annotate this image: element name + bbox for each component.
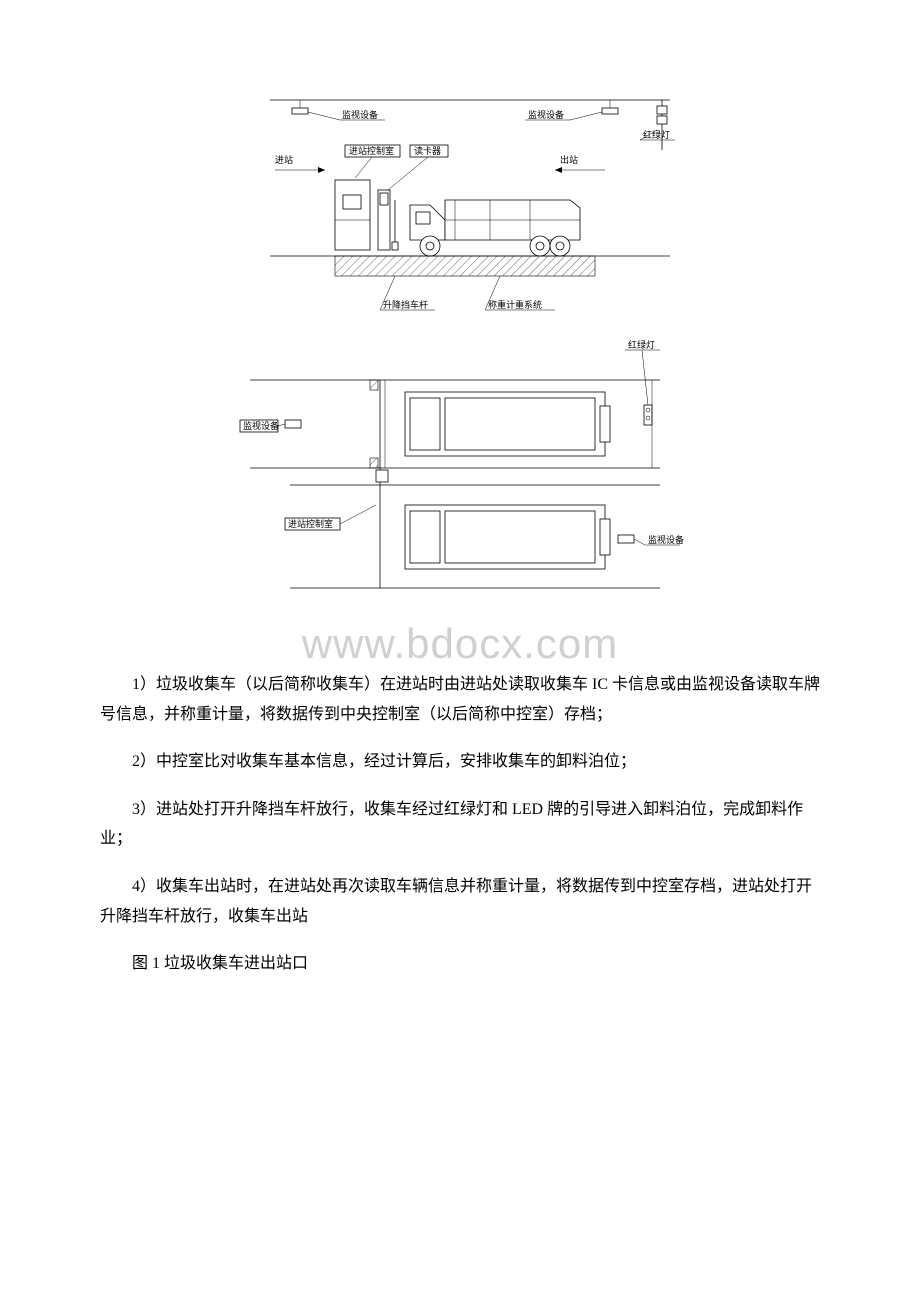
- text-content: 1）垃圾收集车（以后简称收集车）在进站时由进站处读取收集车 IC 卡信息或由监视…: [100, 670, 820, 979]
- figure-caption: 图 1 垃圾收集车进出站口: [100, 949, 820, 979]
- truck-side: [410, 200, 580, 256]
- label-control-room2: 进站控制室: [288, 518, 333, 529]
- label-traffic2: 红绿灯: [628, 339, 655, 350]
- truck-plan-2: [405, 505, 610, 569]
- paragraph-1: 1）垃圾收集车（以后简称收集车）在进站时由进站处读取收集车 IC 卡信息或由监视…: [100, 670, 820, 729]
- label-traffic1: 红绿灯: [643, 129, 670, 140]
- label-monitor2: 监视设备: [528, 109, 564, 120]
- label-exit: 出站: [560, 154, 578, 165]
- paragraph-4: 4）收集车出站时，在进站处再次读取车辆信息并称重计量，将数据传到中控室存档，进站…: [100, 872, 820, 931]
- truck-plan-1: [405, 392, 610, 456]
- label-barrier: 升降挡车杆: [383, 299, 428, 310]
- label-monitor1: 监视设备: [342, 109, 378, 120]
- paragraph-2: 2）中控室比对收集车基本信息，经过计算后，安排收集车的卸料泊位；: [100, 747, 820, 777]
- label-weighing: 称重计重系统: [488, 299, 542, 310]
- label-control-room: 进站控制室: [349, 145, 394, 156]
- label-card-reader: 读卡器: [414, 145, 441, 156]
- station-diagram: 监视设备 监视设备 红绿灯 进站控制室 读卡器 进站 出站: [230, 90, 690, 640]
- label-monitor3: 监视设备: [243, 420, 279, 431]
- diagram-svg: 监视设备 监视设备 红绿灯 进站控制室 读卡器 进站 出站: [230, 90, 690, 640]
- label-entry: 进站: [275, 154, 293, 165]
- label-monitor4: 监视设备: [648, 534, 684, 545]
- paragraph-3: 3）进站处打开升降挡车杆放行，收集车经过红绿灯和 LED 牌的引导进入卸料泊位，…: [100, 795, 820, 854]
